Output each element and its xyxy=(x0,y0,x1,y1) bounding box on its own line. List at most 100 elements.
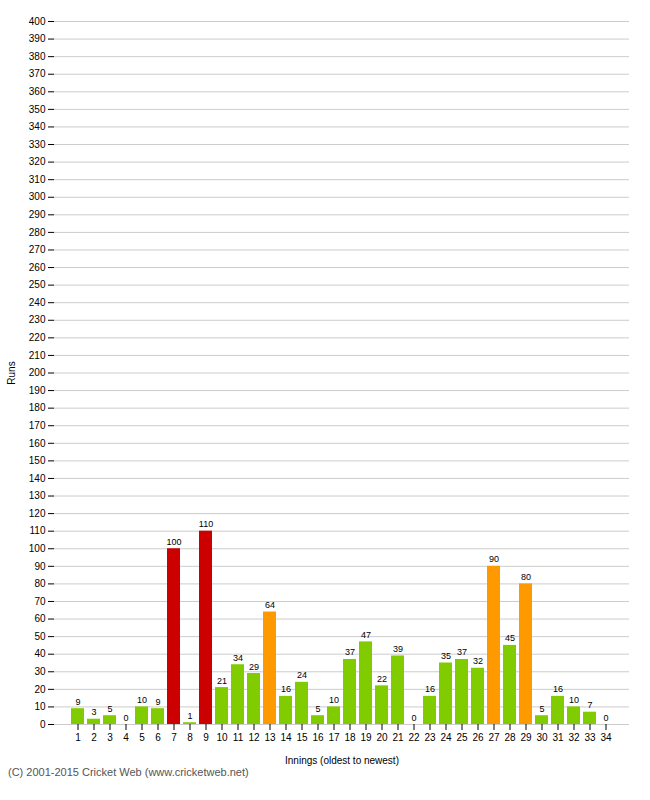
svg-text:20: 20 xyxy=(34,684,46,695)
svg-text:9: 9 xyxy=(155,697,160,707)
svg-text:30: 30 xyxy=(34,666,46,677)
svg-text:16: 16 xyxy=(312,732,324,743)
svg-text:280: 280 xyxy=(29,227,46,238)
svg-text:25: 25 xyxy=(456,732,468,743)
svg-text:260: 260 xyxy=(29,262,46,273)
svg-text:24: 24 xyxy=(297,670,307,680)
svg-text:0: 0 xyxy=(603,713,608,723)
svg-text:3: 3 xyxy=(107,732,113,743)
svg-text:24: 24 xyxy=(440,732,452,743)
svg-text:60: 60 xyxy=(34,613,46,624)
svg-text:0: 0 xyxy=(123,713,128,723)
svg-text:190: 190 xyxy=(29,385,46,396)
svg-text:370: 370 xyxy=(29,68,46,79)
svg-text:37: 37 xyxy=(457,647,467,657)
svg-text:10: 10 xyxy=(569,695,579,705)
svg-text:360: 360 xyxy=(29,86,46,97)
svg-text:15: 15 xyxy=(296,732,308,743)
svg-text:400: 400 xyxy=(29,16,46,27)
svg-text:9: 9 xyxy=(75,697,80,707)
svg-text:5: 5 xyxy=(539,704,544,714)
svg-text:10: 10 xyxy=(216,732,228,743)
svg-text:170: 170 xyxy=(29,420,46,431)
svg-text:20: 20 xyxy=(376,732,388,743)
svg-text:220: 220 xyxy=(29,332,46,343)
svg-text:34: 34 xyxy=(600,732,612,743)
svg-text:160: 160 xyxy=(29,438,46,449)
svg-text:13: 13 xyxy=(264,732,276,743)
svg-text:16: 16 xyxy=(553,684,563,694)
svg-text:290: 290 xyxy=(29,209,46,220)
svg-text:35: 35 xyxy=(441,651,451,661)
svg-text:21: 21 xyxy=(217,676,227,686)
svg-text:240: 240 xyxy=(29,297,46,308)
svg-text:50: 50 xyxy=(34,631,46,642)
svg-text:47: 47 xyxy=(361,630,371,640)
svg-text:10: 10 xyxy=(329,695,339,705)
svg-text:28: 28 xyxy=(504,732,516,743)
svg-text:6: 6 xyxy=(155,732,161,743)
svg-text:11: 11 xyxy=(233,732,244,743)
svg-text:210: 210 xyxy=(29,350,46,361)
svg-text:45: 45 xyxy=(505,633,515,643)
svg-text:0: 0 xyxy=(40,719,46,730)
svg-text:90: 90 xyxy=(34,561,46,572)
svg-text:320: 320 xyxy=(29,156,46,167)
svg-text:100: 100 xyxy=(166,537,181,547)
svg-text:380: 380 xyxy=(29,51,46,62)
svg-text:90: 90 xyxy=(489,554,499,564)
svg-text:27: 27 xyxy=(488,732,500,743)
svg-text:19: 19 xyxy=(360,732,372,743)
svg-text:10: 10 xyxy=(34,701,46,712)
svg-text:17: 17 xyxy=(328,732,340,743)
svg-text:10: 10 xyxy=(137,695,147,705)
svg-text:34: 34 xyxy=(233,653,243,663)
svg-text:64: 64 xyxy=(265,600,275,610)
svg-text:310: 310 xyxy=(29,174,46,185)
svg-text:39: 39 xyxy=(393,644,403,654)
svg-text:16: 16 xyxy=(281,684,291,694)
svg-text:5: 5 xyxy=(315,704,320,714)
svg-text:250: 250 xyxy=(29,279,46,290)
svg-text:180: 180 xyxy=(29,402,46,413)
svg-text:21: 21 xyxy=(392,732,404,743)
svg-text:300: 300 xyxy=(29,191,46,202)
svg-text:22: 22 xyxy=(377,674,387,684)
svg-text:200: 200 xyxy=(29,367,46,378)
svg-text:340: 340 xyxy=(29,121,46,132)
svg-text:80: 80 xyxy=(521,572,531,582)
svg-text:150: 150 xyxy=(29,455,46,466)
svg-text:7: 7 xyxy=(587,700,592,710)
svg-text:Runs: Runs xyxy=(6,361,17,384)
svg-text:130: 130 xyxy=(29,490,46,501)
svg-text:110: 110 xyxy=(199,519,213,529)
svg-text:120: 120 xyxy=(29,508,46,519)
svg-text:390: 390 xyxy=(29,33,46,44)
svg-text:37: 37 xyxy=(345,647,355,657)
svg-text:14: 14 xyxy=(280,732,292,743)
svg-text:8: 8 xyxy=(187,732,193,743)
svg-text:2: 2 xyxy=(91,732,97,743)
svg-text:0: 0 xyxy=(411,713,416,723)
svg-text:29: 29 xyxy=(249,662,259,672)
svg-text:3: 3 xyxy=(91,707,96,717)
svg-text:30: 30 xyxy=(536,732,548,743)
svg-text:40: 40 xyxy=(34,648,46,659)
svg-text:5: 5 xyxy=(139,732,145,743)
svg-text:16: 16 xyxy=(425,684,435,694)
svg-text:1: 1 xyxy=(187,711,192,721)
svg-text:80: 80 xyxy=(34,578,46,589)
svg-text:26: 26 xyxy=(472,732,484,743)
svg-text:5: 5 xyxy=(107,704,112,714)
svg-text:12: 12 xyxy=(248,732,260,743)
svg-text:140: 140 xyxy=(29,473,46,484)
svg-text:32: 32 xyxy=(568,732,580,743)
svg-text:7: 7 xyxy=(171,732,177,743)
svg-text:29: 29 xyxy=(520,732,532,743)
svg-text:230: 230 xyxy=(29,314,46,325)
svg-text:270: 270 xyxy=(29,244,46,255)
svg-text:9: 9 xyxy=(203,732,209,743)
svg-text:70: 70 xyxy=(34,596,46,607)
svg-text:4: 4 xyxy=(123,732,129,743)
svg-text:33: 33 xyxy=(584,732,596,743)
